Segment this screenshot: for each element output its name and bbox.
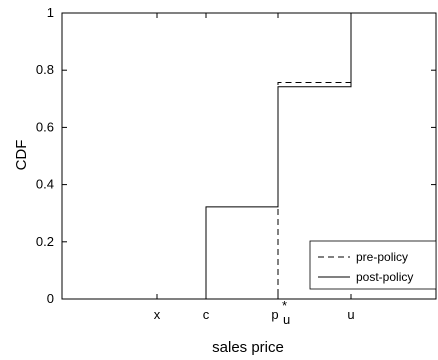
y-tick-label: 0.2 bbox=[36, 234, 54, 249]
y-tick-label: 0.6 bbox=[36, 119, 54, 134]
y-tick-label: 0.4 bbox=[36, 177, 54, 192]
y-tick-label: 0 bbox=[47, 291, 54, 306]
tick-layer: 00.20.40.60.81x c p u*u bbox=[36, 5, 436, 327]
x-tick-label: x bbox=[154, 307, 161, 322]
axes-box bbox=[61, 12, 437, 300]
y-tick-label: 1 bbox=[47, 5, 54, 20]
x-tick-label: p bbox=[271, 307, 278, 322]
legend-box bbox=[309, 240, 437, 290]
series-line-post-policy bbox=[62, 12, 436, 300]
y-tick-label: 0.8 bbox=[36, 62, 54, 77]
plot-layer bbox=[61, 12, 437, 300]
x-tick-label: u bbox=[347, 307, 354, 322]
y-axis-label: CDF bbox=[13, 140, 30, 171]
series-line-pre-policy bbox=[62, 12, 436, 300]
x-axis-label: sales price bbox=[212, 339, 284, 356]
legend-label-post-policy: post-policy bbox=[356, 270, 413, 284]
legend: pre-policy post-policy bbox=[309, 240, 437, 290]
x-tick-subscript: u bbox=[283, 312, 290, 327]
legend-label-pre-policy: pre-policy bbox=[356, 250, 408, 264]
x-tick-superscript: * bbox=[282, 298, 287, 313]
x-tick-label: c bbox=[203, 307, 210, 322]
